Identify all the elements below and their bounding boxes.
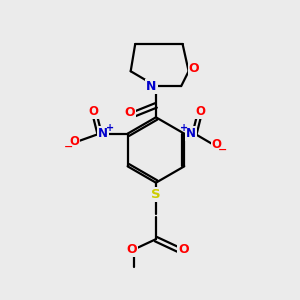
Text: O: O xyxy=(124,106,134,119)
Text: N: N xyxy=(98,127,108,140)
Text: N: N xyxy=(186,127,196,140)
Text: N: N xyxy=(146,80,157,93)
Text: O: O xyxy=(178,243,189,256)
Text: +: + xyxy=(106,123,114,133)
Text: −: − xyxy=(218,144,227,154)
Text: S: S xyxy=(151,188,161,201)
Text: O: O xyxy=(196,105,206,118)
Text: −: − xyxy=(64,141,73,152)
Text: O: O xyxy=(212,138,222,151)
Text: O: O xyxy=(88,105,98,118)
Text: O: O xyxy=(69,135,79,148)
Text: +: + xyxy=(180,123,188,133)
Text: O: O xyxy=(127,243,137,256)
Text: O: O xyxy=(189,62,199,75)
